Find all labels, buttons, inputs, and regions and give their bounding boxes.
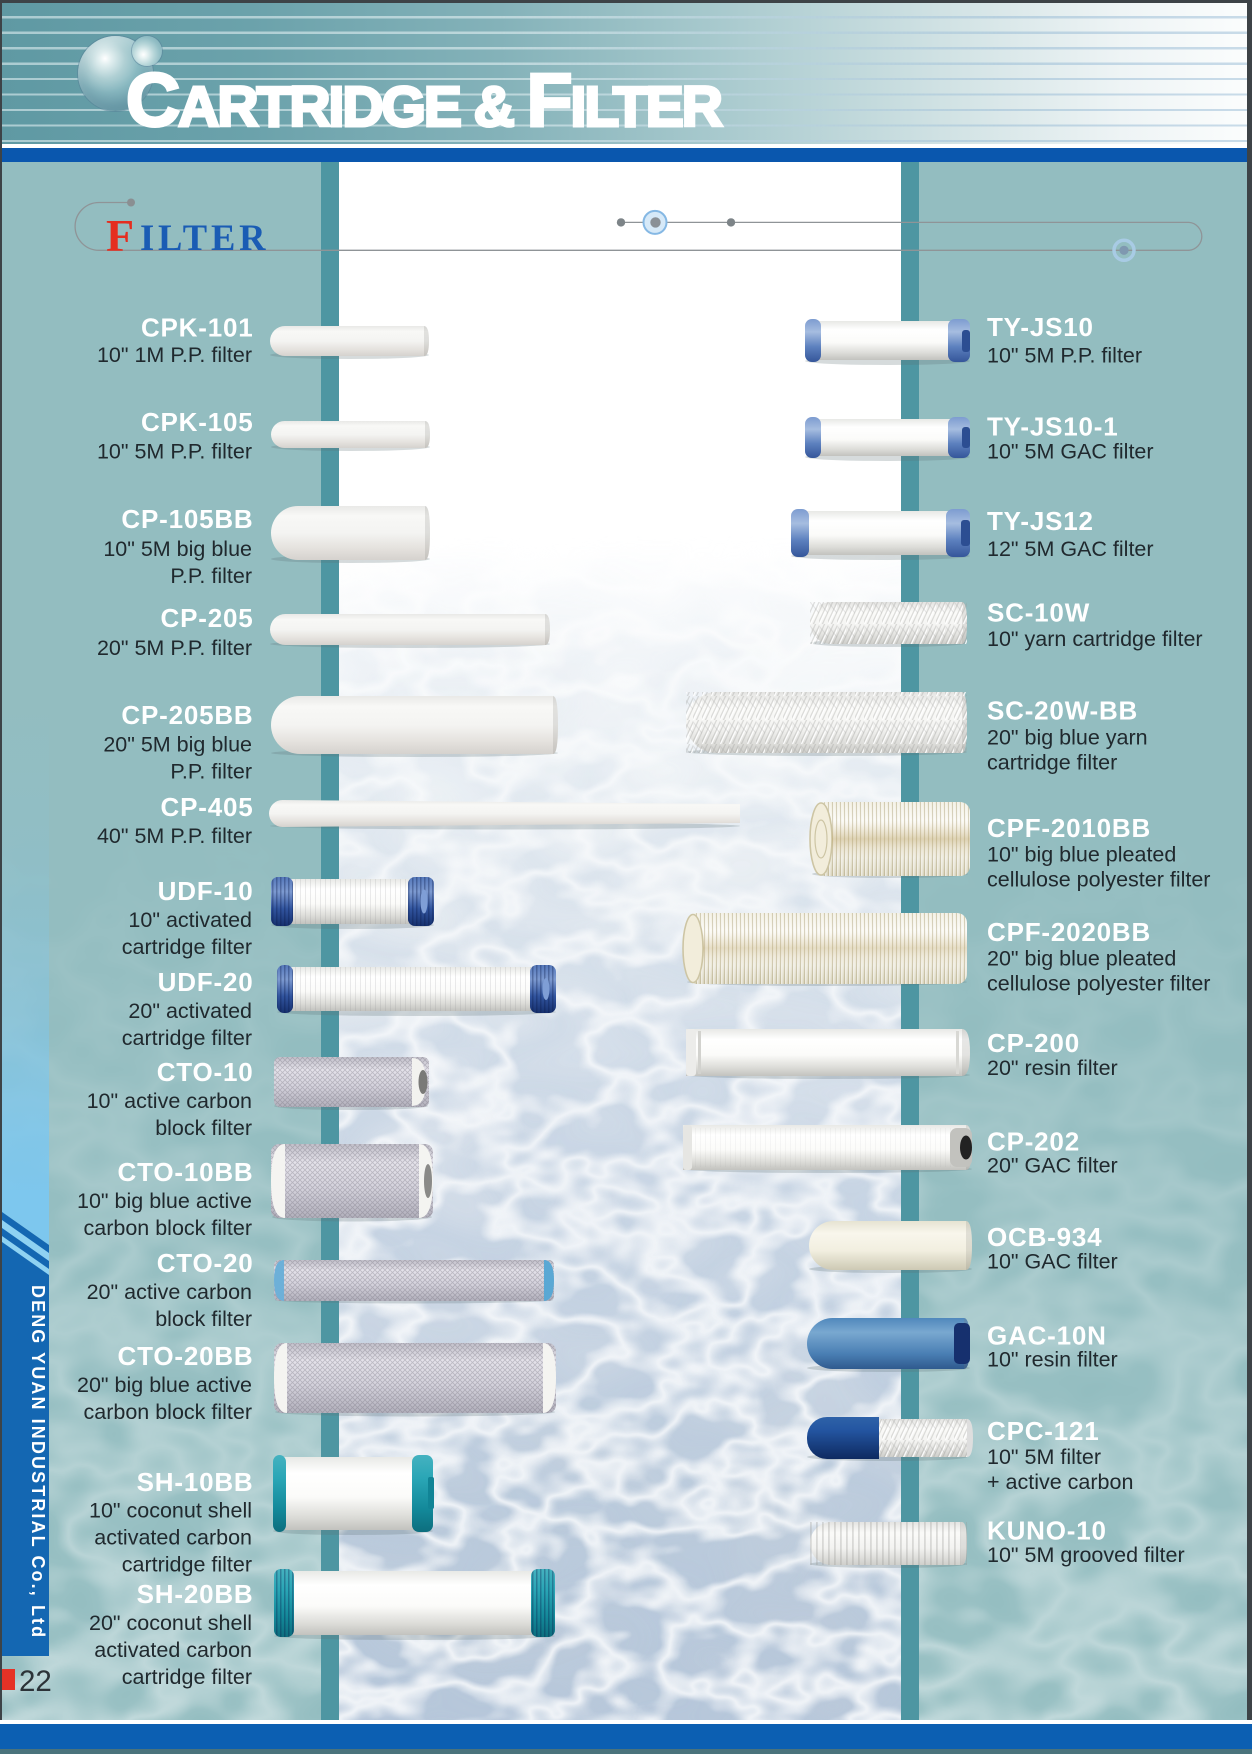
svg-text:SH-10BB: SH-10BB — [137, 1467, 254, 1497]
svg-text:cartridge filter: cartridge filter — [122, 1553, 252, 1577]
svg-text:CP-205: CP-205 — [161, 603, 254, 633]
svg-text:UDF-20: UDF-20 — [158, 967, 254, 997]
svg-text:cartridge filter: cartridge filter — [987, 751, 1117, 775]
svg-text:CP-202: CP-202 — [987, 1127, 1080, 1157]
svg-text:10" resin filter: 10" resin filter — [987, 1348, 1118, 1372]
svg-text:CPC-121: CPC-121 — [987, 1416, 1100, 1446]
svg-text:20" GAC filter: 20" GAC filter — [987, 1154, 1118, 1178]
svg-text:20" big blue active: 20" big blue active — [77, 1373, 252, 1397]
svg-text:10" 1M P.P. filter: 10" 1M P.P. filter — [97, 343, 252, 367]
svg-text:block filter: block filter — [155, 1307, 252, 1331]
svg-text:TY-JS10-1: TY-JS10-1 — [987, 412, 1119, 442]
svg-text:DENG YUAN INDUSTRIAL Co., Ltd: DENG YUAN INDUSTRIAL Co., Ltd — [28, 1285, 48, 1639]
svg-text:CP-405: CP-405 — [161, 792, 254, 822]
svg-text:cartridge filter: cartridge filter — [122, 935, 252, 959]
svg-text:cellulose polyester filter: cellulose polyester filter — [987, 868, 1210, 892]
svg-text:SC-20W-BB: SC-20W-BB — [987, 696, 1138, 726]
svg-text:20" big blue pleated: 20" big blue pleated — [987, 947, 1176, 971]
svg-text:10" active carbon: 10" active carbon — [87, 1089, 252, 1113]
svg-text:10" activated: 10" activated — [128, 908, 252, 932]
svg-text:GAC-10N: GAC-10N — [987, 1321, 1107, 1351]
svg-text:10" yarn cartridge filter: 10" yarn cartridge filter — [987, 627, 1203, 651]
svg-text:10" 5M big blue: 10" 5M big blue — [103, 537, 252, 561]
svg-text:CP-205BB: CP-205BB — [121, 700, 253, 730]
svg-text:CTO-10BB: CTO-10BB — [118, 1157, 254, 1187]
svg-text:cartridge filter: cartridge filter — [122, 1665, 252, 1689]
svg-text:20" coconut shell: 20" coconut shell — [89, 1611, 252, 1635]
svg-text:TY-JS12: TY-JS12 — [987, 506, 1094, 536]
svg-text:CPF-2010BB: CPF-2010BB — [987, 813, 1151, 843]
svg-text:CTO-20: CTO-20 — [157, 1248, 254, 1278]
svg-text:OCB-934: OCB-934 — [987, 1222, 1102, 1252]
svg-text:CPF-2020BB: CPF-2020BB — [987, 917, 1151, 947]
svg-text:12" 5M GAC filter: 12" 5M GAC filter — [987, 537, 1154, 561]
svg-text:10" 5M P.P. filter: 10" 5M P.P. filter — [97, 440, 252, 464]
svg-text:activated carbon: activated carbon — [94, 1638, 252, 1662]
svg-text:ILTER: ILTER — [140, 217, 269, 258]
svg-text:CTO-20BB: CTO-20BB — [118, 1341, 254, 1371]
svg-text:cartridge filter: cartridge filter — [122, 1026, 252, 1050]
svg-text:cellulose polyester filter: cellulose polyester filter — [987, 972, 1210, 996]
svg-text:10" big blue pleated: 10" big blue pleated — [987, 843, 1176, 867]
svg-text:F: F — [106, 210, 134, 261]
svg-text:20" activated: 20" activated — [128, 999, 252, 1023]
svg-text:P.P. filter: P.P. filter — [170, 564, 252, 588]
svg-text:activated carbon: activated carbon — [94, 1526, 252, 1550]
svg-text:20" 5M P.P. filter: 20" 5M P.P. filter — [97, 636, 252, 660]
svg-text:carbon block filter: carbon block filter — [84, 1216, 253, 1240]
svg-text:10" 5M filter: 10" 5M filter — [987, 1445, 1101, 1469]
svg-text:CPK-101: CPK-101 — [141, 313, 254, 343]
svg-text:KUNO-10: KUNO-10 — [987, 1516, 1107, 1546]
svg-text:40" 5M P.P. filter: 40" 5M P.P. filter — [97, 824, 252, 848]
svg-text:10" coconut shell: 10" coconut shell — [89, 1499, 252, 1523]
svg-text:UDF-10: UDF-10 — [158, 876, 254, 906]
svg-text:CTO-10: CTO-10 — [157, 1057, 254, 1087]
svg-text:carbon block filter: carbon block filter — [84, 1400, 253, 1424]
svg-text:10" GAC filter: 10" GAC filter — [987, 1250, 1118, 1274]
svg-text:10" big blue active: 10" big blue active — [77, 1189, 252, 1213]
svg-text:22: 22 — [19, 1665, 52, 1698]
svg-text:TY-JS10: TY-JS10 — [987, 312, 1094, 342]
svg-text:10" 5M grooved filter: 10" 5M grooved filter — [987, 1543, 1185, 1567]
svg-text:block filter: block filter — [155, 1116, 252, 1140]
svg-text:10" 5M P.P. filter: 10" 5M P.P. filter — [987, 344, 1142, 368]
svg-text:+ active carbon: + active carbon — [987, 1470, 1133, 1494]
svg-text:CPK-105: CPK-105 — [141, 407, 254, 437]
svg-text:20" active carbon: 20" active carbon — [87, 1280, 252, 1304]
svg-text:SH-20BB: SH-20BB — [137, 1579, 254, 1609]
svg-text:20" resin filter: 20" resin filter — [987, 1056, 1118, 1080]
svg-text:CP-105BB: CP-105BB — [121, 504, 253, 534]
svg-text:10" 5M GAC filter: 10" 5M GAC filter — [987, 440, 1154, 464]
svg-text:CP-200: CP-200 — [987, 1028, 1080, 1058]
svg-text:20" 5M big blue: 20" 5M big blue — [103, 733, 252, 757]
svg-text:20" big blue yarn: 20" big blue yarn — [987, 726, 1148, 750]
svg-text:SC-10W: SC-10W — [987, 598, 1090, 628]
svg-text:P.P. filter: P.P. filter — [170, 760, 252, 784]
